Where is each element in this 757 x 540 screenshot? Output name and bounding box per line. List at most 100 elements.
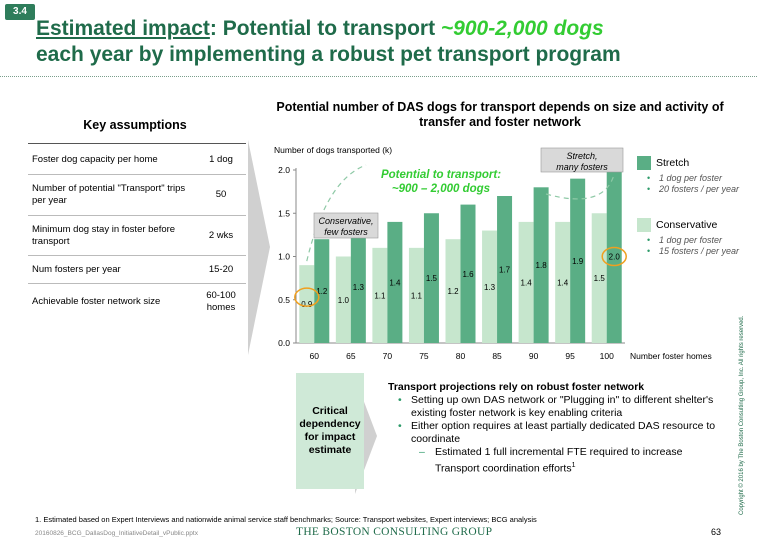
assumption-label: Num fosters per year bbox=[32, 263, 121, 275]
bar-stretch bbox=[350, 230, 366, 343]
assumption-value: 1 dog bbox=[209, 154, 233, 165]
y-tick-label: 2.0 bbox=[278, 165, 290, 175]
data-label-stretch: 2.0 bbox=[609, 253, 621, 262]
legend-conservative-label: Conservative bbox=[656, 219, 718, 231]
legend-bullet: 1 dog per foster bbox=[647, 173, 747, 184]
y-tick-label: 0.0 bbox=[278, 338, 290, 348]
assumption-value: 2 wks bbox=[208, 229, 234, 241]
annotation-conservative-box bbox=[313, 212, 379, 239]
bar-conservative bbox=[408, 247, 424, 343]
x-tick-label: 75 bbox=[419, 351, 429, 361]
data-label-stretch: 1.2 bbox=[316, 287, 328, 296]
x-tick-label: 60 bbox=[310, 351, 320, 361]
potential-line1: Potential to transport: bbox=[381, 169, 501, 181]
y-tick-label: 1.5 bbox=[278, 208, 290, 218]
legend-swatch-conservative bbox=[637, 218, 651, 232]
transport-sub-text: Estimated 1 full incremental FTE require… bbox=[435, 446, 683, 475]
data-label-stretch: 1.9 bbox=[572, 257, 584, 266]
bar-stretch bbox=[497, 195, 513, 343]
data-label-conservative: 1.2 bbox=[447, 287, 459, 296]
title-part2: : Potential to transport bbox=[209, 17, 441, 40]
title-divider bbox=[0, 76, 757, 77]
assumption-row: Foster dog capacity per home 1 dog bbox=[28, 146, 246, 175]
title-highlight: ~900-2,000 dogs bbox=[440, 17, 604, 40]
bar-stretch bbox=[570, 178, 586, 343]
bar-stretch bbox=[387, 221, 403, 343]
footnote-marker: 1 bbox=[571, 462, 576, 469]
y-tick-label: 1.0 bbox=[278, 252, 290, 262]
annotation-stretch-text: many fosters bbox=[556, 162, 608, 172]
legend-stretch-bullets: 1 dog per foster 20 fosters / per year bbox=[647, 173, 747, 195]
bar-conservative bbox=[445, 239, 461, 343]
transport-bullet: Either option requires at least partiall… bbox=[395, 420, 725, 446]
data-label-stretch: 1.7 bbox=[499, 265, 511, 274]
assumption-value: 60-100 homes bbox=[206, 290, 236, 313]
chart-title: Potential number of DAS dogs for transpo… bbox=[276, 100, 724, 129]
data-label-conservative: 1.3 bbox=[484, 283, 496, 292]
bar-conservative bbox=[591, 213, 607, 343]
legend-bullet: 20 fosters / per year bbox=[647, 184, 747, 195]
bar-stretch bbox=[460, 204, 476, 343]
transport-list: Setting up own DAS network or "Plugging … bbox=[395, 394, 725, 476]
legend-bullet: 15 fosters / per year bbox=[647, 246, 747, 257]
critical-dependency-box: Critical dependency for impact estimate bbox=[296, 373, 364, 489]
annotation-stretch-text: Stretch, bbox=[566, 151, 597, 161]
bar-conservative bbox=[299, 265, 315, 343]
data-label-conservative: 0.9 bbox=[301, 300, 313, 309]
flow-arrow bbox=[248, 140, 270, 355]
x-tick-label: 100 bbox=[600, 351, 614, 361]
x-tick-label: 90 bbox=[529, 351, 539, 361]
data-label-stretch: 1.5 bbox=[426, 274, 438, 283]
annotation-stretch-box bbox=[540, 147, 624, 173]
bar-conservative bbox=[335, 256, 351, 343]
file-name: 20160826_BCG_DallasDog_InitiativeDetail_… bbox=[35, 530, 198, 537]
legend-stretch-label: Stretch bbox=[656, 157, 690, 169]
assumption-label: Achievable foster network size bbox=[32, 296, 161, 307]
footnote: 1. Estimated based on Expert Interviews … bbox=[35, 515, 537, 524]
transport-subbullet: Estimated 1 full incremental FTE require… bbox=[395, 446, 725, 476]
assumption-label: Number of potential "Transport" trips pe… bbox=[32, 183, 186, 206]
data-label-conservative: 1.4 bbox=[521, 278, 533, 287]
assumption-label: Foster dog capacity per home bbox=[32, 154, 158, 165]
transport-heading: Transport projections rely on robust fos… bbox=[388, 381, 645, 393]
assumption-row: Number of potential "Transport" trips pe… bbox=[28, 175, 246, 216]
x-tick-label: 95 bbox=[565, 351, 575, 361]
bar-stretch bbox=[423, 213, 439, 343]
x-tick-label: 70 bbox=[383, 351, 393, 361]
assumptions-divider bbox=[28, 143, 246, 144]
assumption-row: Minimum dog stay in foster before transp… bbox=[28, 216, 246, 256]
legend-conservative-bullets: 1 dog per foster 15 fosters / per year bbox=[647, 235, 747, 257]
potential-bg bbox=[366, 166, 516, 196]
section-badge: 3.4 bbox=[5, 4, 35, 20]
data-label-conservative: 1.1 bbox=[411, 291, 423, 300]
assumptions-table: Foster dog capacity per home 1 dog Numbe… bbox=[28, 146, 246, 320]
y-axis-label: Number of dogs transported (k) bbox=[274, 145, 393, 155]
x-tick-label: 65 bbox=[346, 351, 356, 361]
data-label-stretch: 1.3 bbox=[353, 283, 365, 292]
data-label-conservative: 1.4 bbox=[557, 278, 569, 287]
title-part1: Estimated impact bbox=[36, 17, 210, 40]
y-tick-label: 0.5 bbox=[278, 295, 290, 305]
data-label-stretch: 1.8 bbox=[536, 261, 548, 270]
data-label-conservative: 1.0 bbox=[338, 296, 350, 305]
data-label-stretch: 1.6 bbox=[462, 270, 474, 279]
data-label-stretch: 1.4 bbox=[389, 278, 401, 287]
brand-logo: THE BOSTON CONSULTING GROUP bbox=[296, 526, 493, 538]
assumption-value: 15-20 bbox=[208, 263, 234, 275]
copyright-text: Copyright © 2016 by The Boston Consultin… bbox=[739, 315, 745, 515]
potential-line2: ~900 – 2,000 dogs bbox=[392, 183, 490, 195]
annotation-conservative-text: few fosters bbox=[324, 227, 368, 237]
assumption-value: 50 bbox=[215, 189, 227, 200]
legend-bullet: 1 dog per foster bbox=[647, 235, 747, 246]
trend-arc-right bbox=[545, 173, 615, 200]
page-number: 63 bbox=[711, 527, 722, 537]
data-label-conservative: 1.1 bbox=[374, 291, 386, 300]
bar-conservative bbox=[482, 230, 498, 343]
bar-stretch bbox=[533, 187, 549, 343]
callout-min bbox=[294, 287, 320, 307]
assumption-row: Num fosters per year 15-20 bbox=[28, 256, 246, 284]
bar-stretch bbox=[606, 170, 622, 343]
assumption-label: Minimum dog stay in foster before transp… bbox=[32, 223, 176, 247]
x-tick-label: 85 bbox=[492, 351, 502, 361]
